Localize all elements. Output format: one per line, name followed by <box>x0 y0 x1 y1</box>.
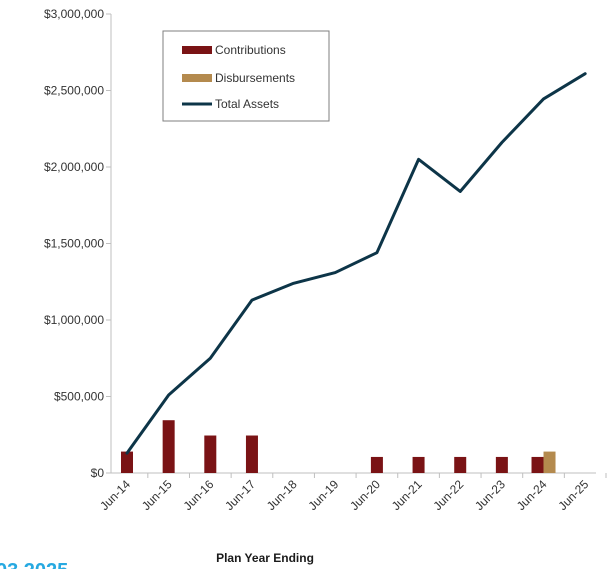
x-tick-label: Jun-16 <box>181 477 217 513</box>
x-tick-label: Jun-25 <box>555 477 591 513</box>
bar-contributions <box>412 456 425 473</box>
x-tick-label: Jun-14 <box>97 477 133 513</box>
x-tick-label: Jun-24 <box>514 477 550 513</box>
legend: Contributions Disbursements Total Assets <box>162 30 330 122</box>
legend-swatch-contributions <box>182 46 212 54</box>
x-tick-label: Jun-15 <box>139 477 175 513</box>
legend-label-total-assets: Total Assets <box>215 97 279 111</box>
y-tick-label: $1,500,000 <box>44 237 104 251</box>
legend-label-disbursements: Disbursements <box>215 71 295 85</box>
bar-contributions <box>370 456 383 473</box>
bar-contributions <box>495 456 508 473</box>
bar-contributions <box>204 435 217 473</box>
x-tick-label: Jun-19 <box>306 477 342 513</box>
y-tick-label: $2,000,000 <box>44 160 104 174</box>
bar-contributions <box>121 451 133 473</box>
legend-label-contributions: Contributions <box>215 43 286 57</box>
x-tick-label: Jun-18 <box>264 477 300 513</box>
bars-group <box>121 420 556 473</box>
y-tick-label: $1,000,000 <box>44 313 104 327</box>
bar-contributions <box>454 456 467 473</box>
x-axis-tick-labels: Jun-14 Jun-15 Jun-16 Jun-17 Jun-18 Jun-19 Jun-… <box>97 477 591 513</box>
x-axis-title: Plan Year Ending <box>216 551 314 565</box>
x-tick-label: Jun-17 <box>222 477 258 513</box>
x-tick-label: Jun-23 <box>472 477 508 513</box>
bar-disbursements <box>543 451 556 473</box>
line-total-assets <box>125 72 587 455</box>
y-tick-label: $3,000,000 <box>44 7 104 21</box>
x-tick-label: Jun-21 <box>389 477 425 513</box>
y-tick-label: $500,000 <box>54 390 104 404</box>
legend-swatch-disbursements <box>182 74 212 82</box>
bar-contributions <box>162 420 175 473</box>
x-tick-label: Jun-22 <box>430 477 466 513</box>
y-axis-tick-labels: $0 $500,000 $1,000,000 $1,500,000 $2,000,000… <box>44 7 104 480</box>
x-tick-label: Jun-20 <box>347 477 383 513</box>
bar-contributions <box>245 435 258 473</box>
axes <box>106 13 607 478</box>
y-tick-label: $0 <box>91 466 105 480</box>
total-assets-line-group <box>125 72 587 455</box>
cropped-footer-text: 03 2025 <box>0 560 68 569</box>
y-tick-label: $2,500,000 <box>44 84 104 98</box>
bar-contributions <box>531 456 544 473</box>
